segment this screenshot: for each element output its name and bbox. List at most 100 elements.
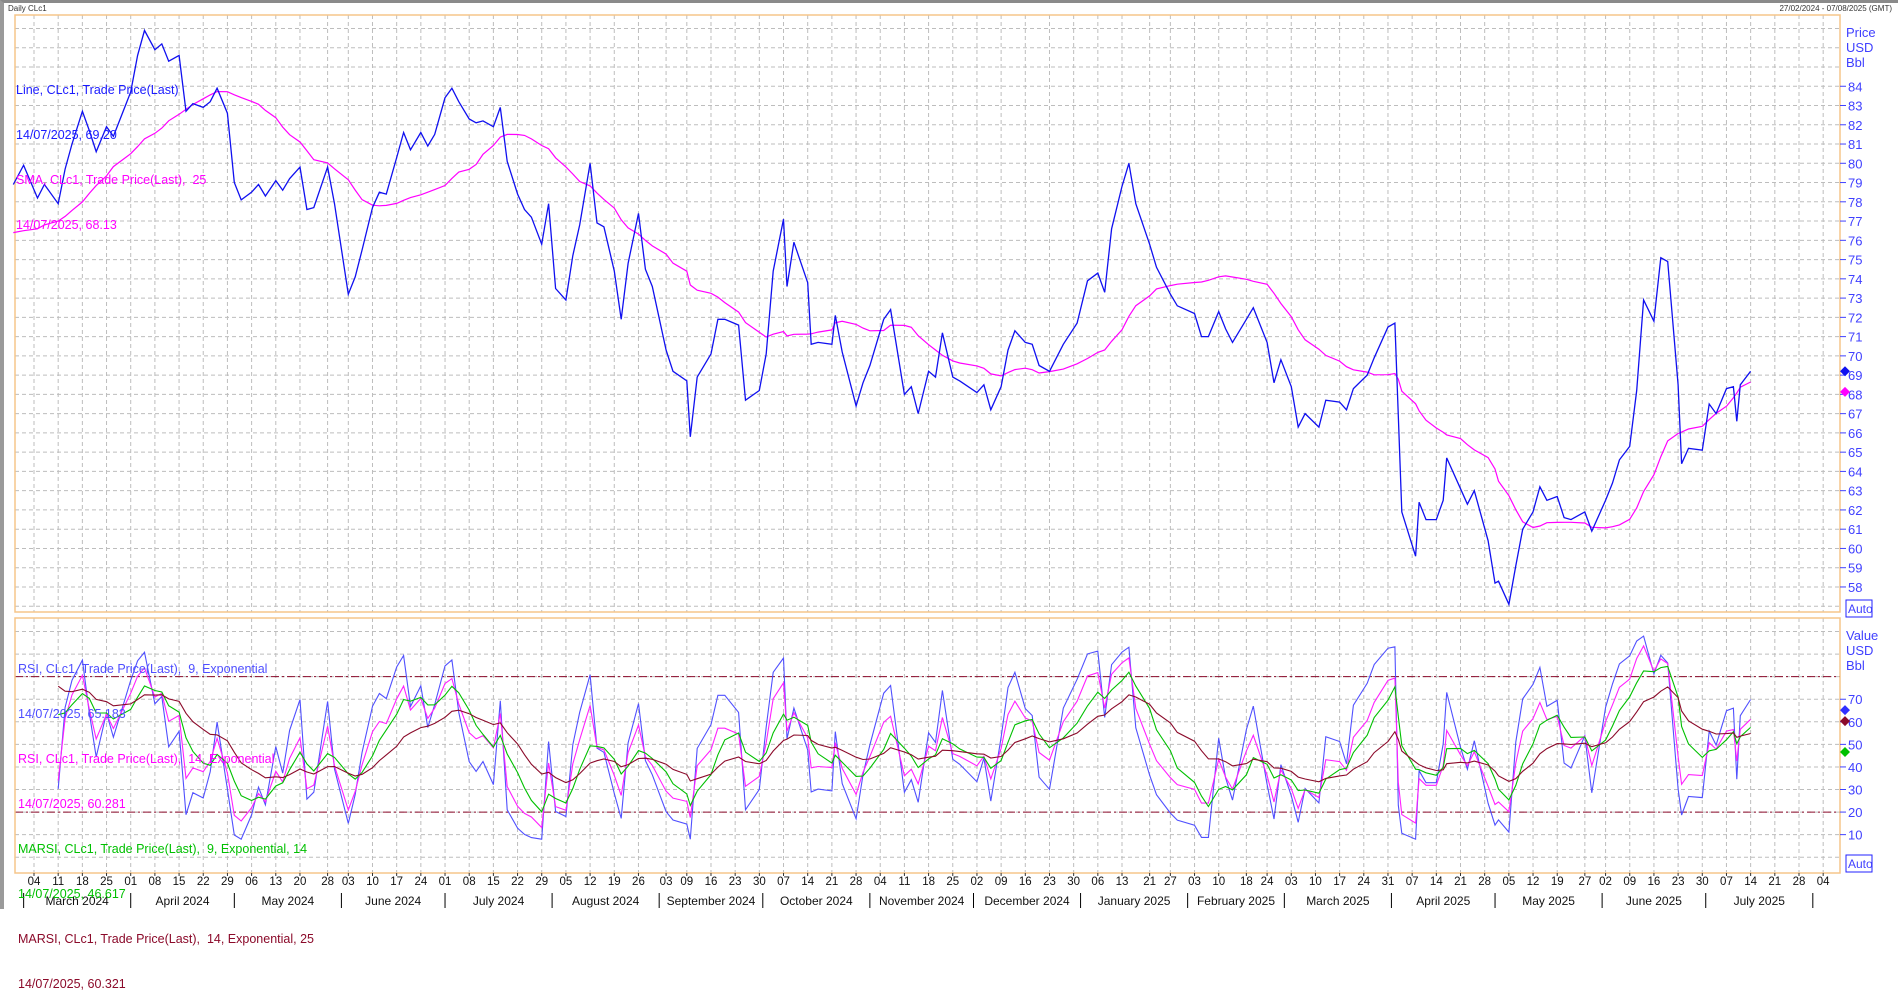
y-axis-unit: Bbl [1846,55,1865,70]
x-tick-label: 28 [1793,876,1806,888]
x-tick-label: 07 [777,876,790,888]
x-tick-label: 01 [439,876,452,888]
y-tick-label: 77 [1848,214,1862,229]
x-tick-label: 24 [1357,876,1370,888]
x-tick-label: 18 [76,876,89,888]
x-tick-label: 08 [463,876,476,888]
month-label: June 2024 [365,894,421,908]
rsi9-line [57,635,1752,841]
x-tick-label: 06 [245,876,258,888]
legend-rsi9-value: 14/07/2025, 65.183 [18,707,126,721]
x-tick-label: 25 [100,876,113,888]
x-tick-label: 03 [1188,876,1201,888]
month-label: July 2024 [473,894,525,908]
legend-line-value: 14/07/2025, 69.20 [16,128,117,142]
price-panel-border [14,14,1841,613]
x-tick-label: 07 [1720,876,1733,888]
y-tick-label: 79 [1848,176,1862,191]
x-tick-label: 05 [560,876,573,888]
month-label: July 2025 [1734,894,1786,908]
y-tick-label: 63 [1848,484,1862,499]
month-label: February 2025 [1197,894,1275,908]
sma-line [13,90,1751,529]
legend-rsi14-label: RSI, CLc1, Trade Price(Last), 14, Expone… [18,752,275,766]
x-tick-label: 23 [1672,876,1685,888]
month-label: December 2024 [984,894,1070,908]
x-tick-label: 19 [1551,876,1564,888]
x-tick-label: 03 [342,876,355,888]
auto-scale-label: Auto [1848,857,1873,871]
legend-sma-label: SMA, CLc1, Trade Price(Last), 25 [16,173,207,187]
y-tick-label: 83 [1848,99,1862,114]
x-tick-label: 14 [1430,876,1443,888]
y-tick-label: 82 [1848,118,1862,133]
marsi14-line [57,685,1751,784]
y-axis-unit: Price [1846,25,1876,40]
x-tick-label: 03 [660,876,673,888]
x-tick-label: 13 [1116,876,1129,888]
rsi14-line [57,644,1751,829]
x-tick-label: 11 [898,876,910,888]
y-tick-label: 59 [1848,561,1862,576]
x-tick-label: 17 [390,876,403,888]
x-tick-label: 26 [632,876,645,888]
x-tick-label: 28 [321,876,334,888]
y-tick-label: 73 [1848,291,1862,306]
x-tick-label: 02 [971,876,984,888]
x-tick-label: 01 [124,876,137,888]
month-label: September 2024 [667,894,756,908]
x-tick-label: 30 [1067,876,1080,888]
month-label: May 2025 [1522,894,1575,908]
month-label: April 2024 [155,894,209,908]
x-tick-label: 12 [1527,876,1540,888]
x-tick-label: 15 [173,876,186,888]
chart-canvas[interactable]: 58 59 60 61 62 63 64 65 66 67 68 69 70 71 72 73 74 75 76 77… [0,0,1898,909]
y-tick-label: 76 [1848,233,1862,248]
y-tick-label: 72 [1848,310,1862,325]
chart-title: Daily CLc1 [8,4,47,13]
month-label: May 2024 [262,894,315,908]
y-tick-label: 84 [1848,79,1862,94]
x-tick-label: 25 [946,876,959,888]
indicator-panel-border [14,617,1841,874]
x-tick-label: 28 [1478,876,1491,888]
x-tick-label: 21 [825,876,838,888]
y-tick-label: 81 [1848,137,1862,152]
auto-scale-button[interactable] [1845,599,1873,618]
legend-rsi9-label: RSI, CLc1, Trade Price(Last), 9, Exponen… [18,662,268,676]
y-tick-label: 62 [1848,503,1862,518]
x-tick-label: 27 [1578,876,1591,888]
y-tick-label: 78 [1848,195,1862,210]
month-label: March 2025 [1306,894,1370,908]
x-tick-label: 21 [1143,876,1156,888]
y-tick-label: 75 [1848,253,1862,268]
x-tick-label: 14 [801,876,814,888]
month-label: August 2024 [572,894,640,908]
x-tick-label: 22 [197,876,210,888]
x-tick-label: 27 [1164,876,1177,888]
x-tick-label: 15 [487,876,500,888]
legend-marsi9-label: MARSI, CLc1, Trade Price(Last), 9, Expon… [18,842,308,856]
y-tick-label: 30 [1848,783,1862,798]
month-label: June 2025 [1626,894,1682,908]
auto-scale-button[interactable] [1845,854,1873,873]
x-tick-label: 29 [535,876,548,888]
last-value-marker [1840,705,1850,716]
y-tick-label: 74 [1848,272,1862,287]
lower-legend: RSI, CLc1, Trade Price(Last), 9, Exponen… [18,632,314,1007]
y-tick-label: 69 [1848,368,1862,383]
y-axis-unit: USD [1846,643,1873,658]
x-tick-label: 29 [221,876,234,888]
upper-legend: Line, CLc1, Trade Price(Last) 14/07/2025… [16,53,206,248]
x-tick-label: 09 [680,876,693,888]
y-tick-label: 65 [1848,445,1862,460]
x-tick-label: 02 [1599,876,1612,888]
x-tick-label: 07 [1406,876,1419,888]
x-tick-label: 30 [753,876,766,888]
x-tick-label: 21 [1768,876,1781,888]
x-tick-label: 12 [584,876,597,888]
y-tick-label: 10 [1848,828,1862,843]
legend-marsi14-label: MARSI, CLc1, Trade Price(Last), 14, Expo… [18,932,314,946]
x-tick-label: 06 [1091,876,1104,888]
last-value-marker [1840,366,1850,377]
